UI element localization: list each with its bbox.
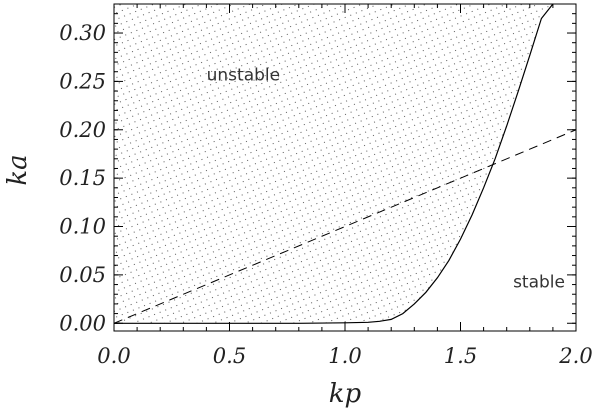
y-tick-label: 0.20 bbox=[59, 118, 106, 142]
x-tick-label: 0.5 bbox=[213, 344, 246, 368]
y-tick-label: 0.25 bbox=[59, 69, 106, 93]
dashed-reference-line bbox=[114, 129, 576, 324]
y-tick-label: 0.30 bbox=[59, 21, 106, 45]
x-tick-label: 1.5 bbox=[444, 344, 477, 368]
x-tick-label: 1.0 bbox=[328, 344, 361, 368]
y-axis-title: ka bbox=[3, 154, 33, 185]
unstable-label: unstable bbox=[207, 66, 280, 86]
y-tick-labels: 0.00 0.05 0.10 0.15 0.20 0.25 0.30 bbox=[59, 21, 106, 335]
stable-label: stable bbox=[513, 273, 565, 293]
unstable-region-fill bbox=[114, 4, 553, 324]
y-tick-label: 0.00 bbox=[59, 311, 106, 335]
axis-ticks bbox=[113, 3, 577, 331]
y-tick-label: 0.10 bbox=[59, 215, 106, 239]
x-tick-label: 0.0 bbox=[97, 344, 130, 368]
x-tick-label: 2.0 bbox=[558, 344, 592, 368]
y-tick-label: 0.05 bbox=[59, 263, 106, 287]
y-tick-label: 0.15 bbox=[59, 166, 106, 190]
x-axis-title: kp bbox=[329, 379, 362, 409]
stability-boundary-curve bbox=[114, 4, 554, 324]
x-tick-labels: 0.0 0.5 1.0 1.5 2.0 bbox=[97, 344, 592, 368]
